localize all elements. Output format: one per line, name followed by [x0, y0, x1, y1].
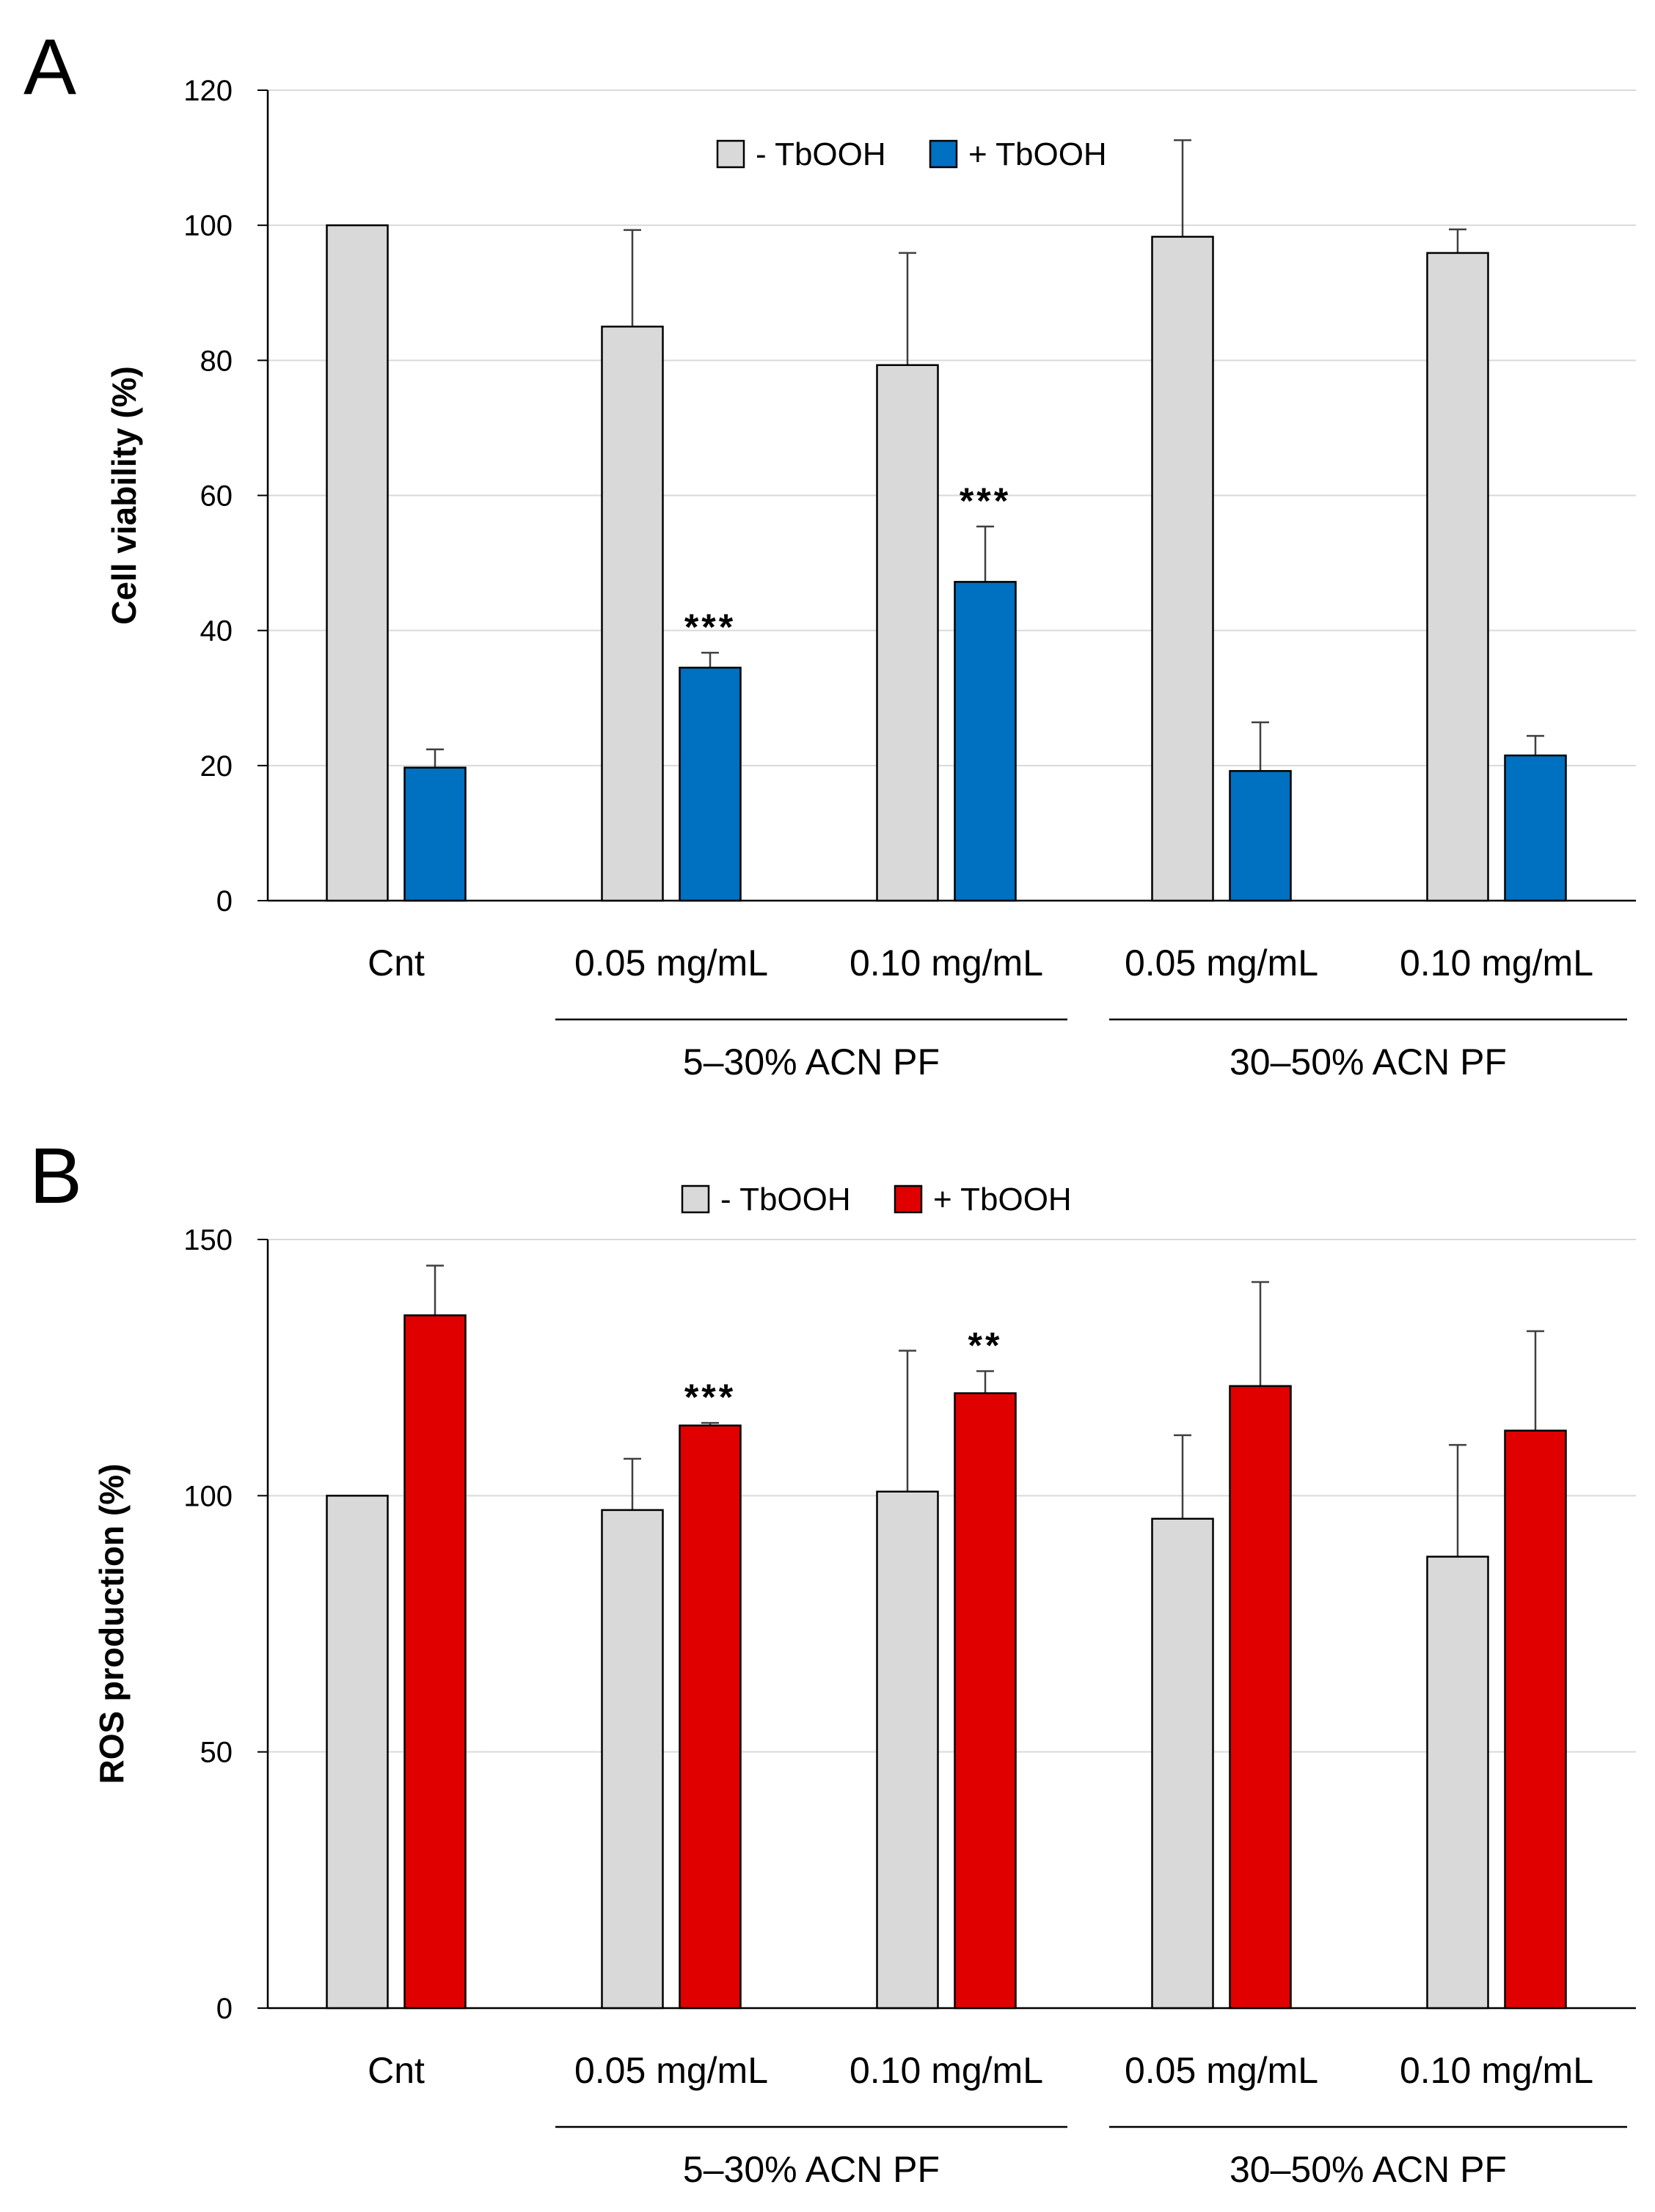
category-label: 0.05 mg/mL: [1125, 942, 1318, 984]
group-label: 5–30% ACN PF: [683, 2149, 940, 2190]
group-label: 5–30% ACN PF: [683, 1041, 940, 1083]
y-tick-label: 80: [200, 345, 233, 377]
category-label: 0.10 mg/mL: [1400, 942, 1593, 984]
bar-minus-tbooh: [1151, 1517, 1214, 2010]
bar-plus-tbooh: [403, 1314, 467, 2010]
y-tick-label: 100: [183, 210, 233, 242]
category-label: 0.05 mg/mL: [1125, 2050, 1318, 2091]
y-tick-label: 50: [200, 1737, 233, 1769]
legend-swatch-minus: [681, 1184, 710, 1214]
bar-minus-tbooh: [1151, 235, 1214, 902]
category-label: Cnt: [368, 2050, 425, 2091]
legend-label-plus: + TbOOH: [933, 1182, 1072, 1217]
bar-plus-tbooh: [954, 1392, 1017, 2010]
bar-minus-tbooh: [326, 1495, 389, 2010]
category-label: 0.10 mg/mL: [1400, 2050, 1593, 2091]
panel-letter-b: B: [29, 1131, 82, 1220]
bar-plus-tbooh: [1229, 769, 1292, 902]
y-tick-label: 20: [200, 750, 233, 783]
bar-minus-tbooh: [876, 1490, 939, 2010]
y-tick-label: 0: [216, 885, 233, 918]
panel-a: A 0 20 40 60 80 100 120 Cell viability (%) *** **…: [23, 22, 1636, 1083]
legend-label-plus: + TbOOH: [968, 136, 1107, 172]
bar-minus-tbooh: [326, 224, 389, 902]
panel-letter-a: A: [23, 22, 76, 111]
category-label: 0.05 mg/mL: [574, 942, 768, 984]
legend-swatch-plus: [894, 1184, 923, 1214]
bar-minus-tbooh: [601, 326, 664, 902]
significance-marker: ***: [684, 607, 736, 648]
bar-minus-tbooh: [876, 364, 939, 902]
y-tick-label: 40: [200, 615, 233, 648]
bar-minus-tbooh: [1426, 1556, 1489, 2010]
legend-swatch-minus: [716, 139, 745, 169]
legend-label-minus: - TbOOH: [720, 1182, 851, 1217]
bar-plus-tbooh: [679, 667, 742, 902]
bar-plus-tbooh: [1504, 1429, 1567, 2010]
significance-marker: ***: [684, 1377, 736, 1418]
y-axis-label: Cell viability (%): [105, 366, 143, 625]
y-tick-label: 60: [200, 480, 233, 513]
legend-label-minus: - TbOOH: [756, 136, 886, 172]
y-tick-label: 150: [183, 1224, 233, 1256]
bar-minus-tbooh: [1426, 252, 1489, 902]
bar-minus-tbooh: [601, 1509, 664, 2010]
y-axis-label: ROS production (%): [92, 1464, 131, 1784]
bar-plus-tbooh: [954, 581, 1017, 902]
significance-marker: **: [968, 1325, 1003, 1366]
category-label: Cnt: [368, 942, 425, 984]
bar-plus-tbooh: [1229, 1385, 1292, 2010]
significance-marker: ***: [960, 480, 1011, 521]
y-tick-label: 0: [216, 1993, 233, 2025]
group-label: 30–50% ACN PF: [1230, 2149, 1507, 2190]
legend-swatch-plus: [929, 139, 958, 169]
group-label: 30–50% ACN PF: [1230, 1041, 1507, 1083]
bar-plus-tbooh: [679, 1424, 742, 2010]
bar-plus-tbooh: [403, 766, 467, 902]
bar-plus-tbooh: [1504, 754, 1567, 902]
y-tick-label: 120: [183, 75, 233, 107]
category-label: 0.05 mg/mL: [574, 2050, 768, 2091]
y-tick-label: 100: [183, 1480, 233, 1512]
category-label: 0.10 mg/mL: [850, 942, 1043, 984]
category-label: 0.10 mg/mL: [850, 2050, 1043, 2091]
